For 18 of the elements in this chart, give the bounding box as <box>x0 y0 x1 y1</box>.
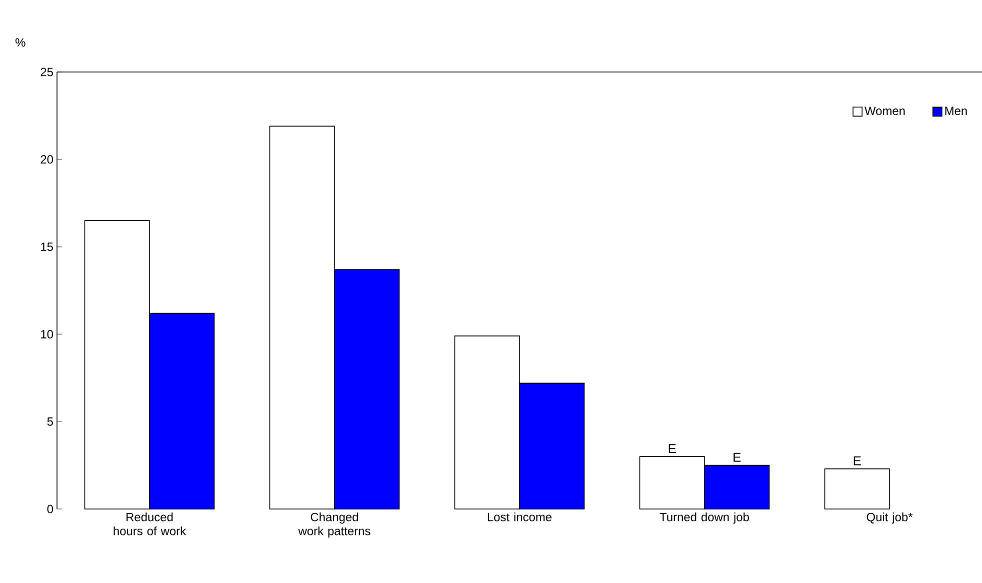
x-tick-label: Lost income <box>488 512 552 522</box>
y-tick-label: 25 <box>40 68 53 76</box>
x-tick-label: Quit job* <box>866 512 913 524</box>
y-tick-label: 10 <box>41 330 54 338</box>
data-label: E <box>854 456 861 466</box>
legend-label: Women <box>864 106 905 116</box>
x-tick-label: Reduced hours of work <box>114 512 186 536</box>
y-tick-label: 5 <box>47 417 53 426</box>
y-tick-label: 15 <box>41 242 53 251</box>
y-tick-label: 20 <box>40 155 54 164</box>
legend-label: Men <box>945 106 967 116</box>
data-label: E <box>668 444 676 454</box>
x-tick-label: Turned down job <box>660 512 749 524</box>
bar <box>824 468 890 510</box>
data-label: E <box>734 452 741 462</box>
y-tick-label: 0 <box>47 504 54 514</box>
x-tick-label: Changed work patterns <box>298 512 370 538</box>
y-axis-title: % <box>16 38 26 47</box>
